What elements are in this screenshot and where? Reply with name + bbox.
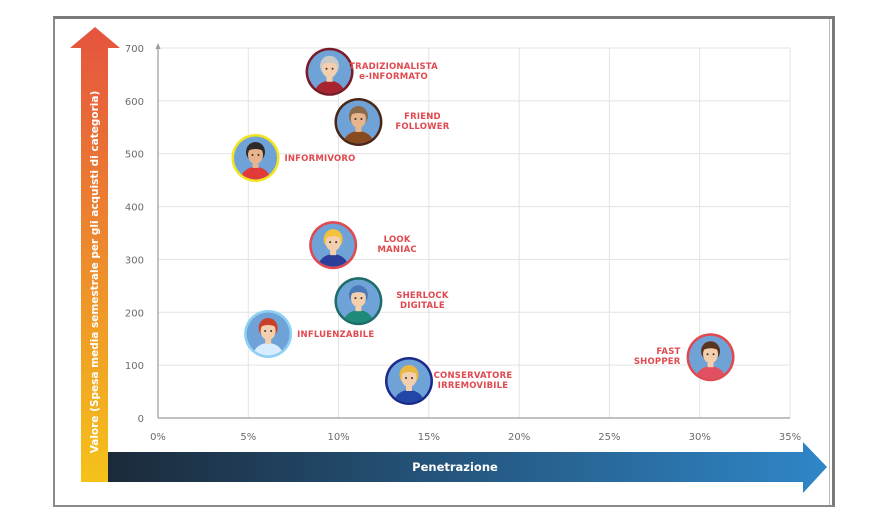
persona-label-line: IRREMOVIBILE: [438, 381, 509, 391]
persona-label-line: DIGITALE: [400, 301, 445, 311]
y-tick-labels: 0 100 200 300 400 500 600 700: [125, 44, 144, 425]
person-icon: [695, 341, 726, 379]
persona-label: FAST SHOPPER: [634, 347, 681, 367]
y-tick-label: 0: [138, 414, 144, 425]
persona-label: CONSERVATORE IRREMOVIBILE: [434, 371, 513, 391]
persona-label-line: INFORMIVORO: [285, 154, 356, 164]
y-tick-label: 300: [125, 255, 144, 266]
data-point-fast-shopper[interactable]: FAST SHOPPER: [634, 333, 735, 392]
frame-edge: [829, 19, 830, 505]
y-axis-arrowhead: [155, 43, 161, 49]
y-axis-arrow: Valore (Spesa media semestrale per gli a…: [70, 27, 120, 482]
x-tick-label: 5%: [240, 432, 256, 443]
persona-label: LOOK MANIAC: [377, 235, 416, 255]
persona-label-line: FOLLOWER: [395, 122, 449, 132]
y-axis-title: Valore (Spesa media semestrale per gli a…: [89, 91, 101, 454]
x-tick-labels: 0% 5% 10% 15% 20% 25% 30% 35%: [150, 432, 801, 443]
x-tick-label: 20%: [508, 432, 530, 443]
person-icon: [393, 365, 424, 403]
persona-label-line: FRIEND: [404, 112, 441, 122]
persona-label-line: e-INFORMATO: [359, 72, 428, 82]
data-point-friend-follower[interactable]: FRIEND FOLLOWER: [334, 98, 450, 157]
persona-label-line: TRADIZIONALISTA: [349, 62, 438, 72]
data-point-conservatore-irremovibile[interactable]: CONSERVATORE IRREMOVIBILE: [384, 357, 513, 416]
persona-label: INFLUENZABILE: [297, 330, 374, 340]
y-tick-label: 100: [125, 361, 144, 372]
y-tick-label: 200: [125, 308, 144, 319]
persona-label: FRIEND FOLLOWER: [395, 112, 449, 132]
x-tick-label: 30%: [689, 432, 711, 443]
person-icon: [343, 106, 374, 144]
y-tick-label: 600: [125, 97, 144, 108]
persona-label-line: LOOK: [384, 235, 411, 245]
persona-label-line: INFLUENZABILE: [297, 330, 374, 340]
data-point-look-maniac[interactable]: LOOK MANIAC: [309, 221, 417, 280]
data-point-influenzabile[interactable]: INFLUENZABILE: [244, 309, 374, 369]
data-point-informivoro[interactable]: INFORMIVORO: [231, 133, 356, 193]
x-axis-arrow: Penetrazione: [108, 442, 827, 493]
axes: [155, 43, 790, 419]
person-icon: [343, 285, 374, 323]
chart-frame: [53, 16, 835, 507]
x-tick-label: 35%: [779, 432, 801, 443]
persona-label-line: CONSERVATORE: [434, 371, 513, 381]
x-tick-label: 15%: [418, 432, 440, 443]
x-tick-label: 25%: [598, 432, 620, 443]
person-icon: [240, 141, 271, 180]
person-icon: [253, 317, 284, 356]
data-points: TRADIZIONALISTA e-INFORMATO FRIEND FOLLOWER…: [231, 47, 735, 416]
data-point-sherlock-digitale[interactable]: SHERLOCK DIGITALE: [334, 277, 449, 336]
x-axis-title: Penetrazione: [412, 460, 498, 474]
persona-label: SHERLOCK DIGITALE: [396, 291, 449, 311]
persona-label-line: SHOPPER: [634, 357, 681, 367]
persona-label: INFORMIVORO: [285, 154, 356, 164]
persona-label-line: FAST: [656, 347, 680, 357]
x-tick-label: 0%: [150, 432, 166, 443]
person-icon: [318, 229, 349, 267]
persona-label-line: MANIAC: [377, 245, 416, 255]
y-tick-label: 400: [125, 203, 144, 214]
x-tick-label: 10%: [327, 432, 349, 443]
person-icon: [314, 55, 345, 94]
persona-label: TRADIZIONALISTA e-INFORMATO: [349, 62, 438, 82]
y-tick-label: 700: [125, 44, 144, 55]
data-point-tradizionalista[interactable]: TRADIZIONALISTA e-INFORMATO: [305, 47, 439, 107]
persona-label-line: SHERLOCK: [396, 291, 449, 301]
y-arrow-shape: [70, 27, 120, 482]
x-arrow-shape: [108, 442, 827, 493]
y-tick-label: 500: [125, 150, 144, 161]
